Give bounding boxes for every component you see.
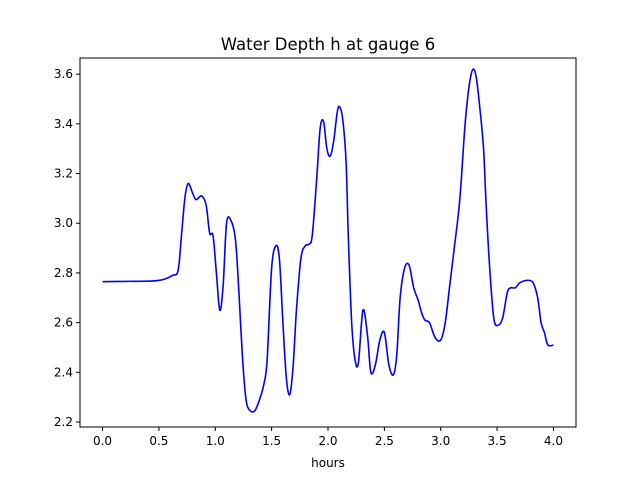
x-tick-label: 0.0 xyxy=(93,434,112,448)
x-tick-label: 3.5 xyxy=(488,434,507,448)
y-tick-label: 2.6 xyxy=(54,316,73,330)
y-tick-label: 3.0 xyxy=(54,216,73,230)
x-axis-label: hours xyxy=(311,456,345,470)
x-tick-label: 1.5 xyxy=(262,434,281,448)
plot-area-frame xyxy=(79,57,577,428)
x-tick-label: 1.0 xyxy=(206,434,225,448)
y-tick-label: 3.6 xyxy=(54,67,73,81)
y-tick-label: 3.2 xyxy=(54,167,73,181)
y-tick-label: 3.4 xyxy=(54,117,73,131)
y-tick-label: 2.8 xyxy=(54,266,73,280)
x-tick-label: 3.0 xyxy=(431,434,450,448)
series-line-water-depth xyxy=(102,68,554,413)
y-tick-label: 2.2 xyxy=(54,415,73,429)
x-axis-ticks: 0.0 0.5 1.0 1.5 2.0 2.5 3.0 3.5 4.0 xyxy=(93,427,563,448)
x-tick-label: 2.5 xyxy=(375,434,394,448)
x-tick-label: 2.0 xyxy=(318,434,337,448)
y-tick-label: 2.4 xyxy=(54,365,73,379)
y-axis-ticks: 2.2 2.4 2.6 2.8 3.0 3.2 3.4 3.6 xyxy=(54,67,80,429)
x-tick-label: 4.0 xyxy=(544,434,563,448)
plot-series-layer xyxy=(102,68,554,413)
chart-title: Water Depth h at gauge 6 xyxy=(221,35,435,54)
x-tick-label: 0.5 xyxy=(149,434,168,448)
